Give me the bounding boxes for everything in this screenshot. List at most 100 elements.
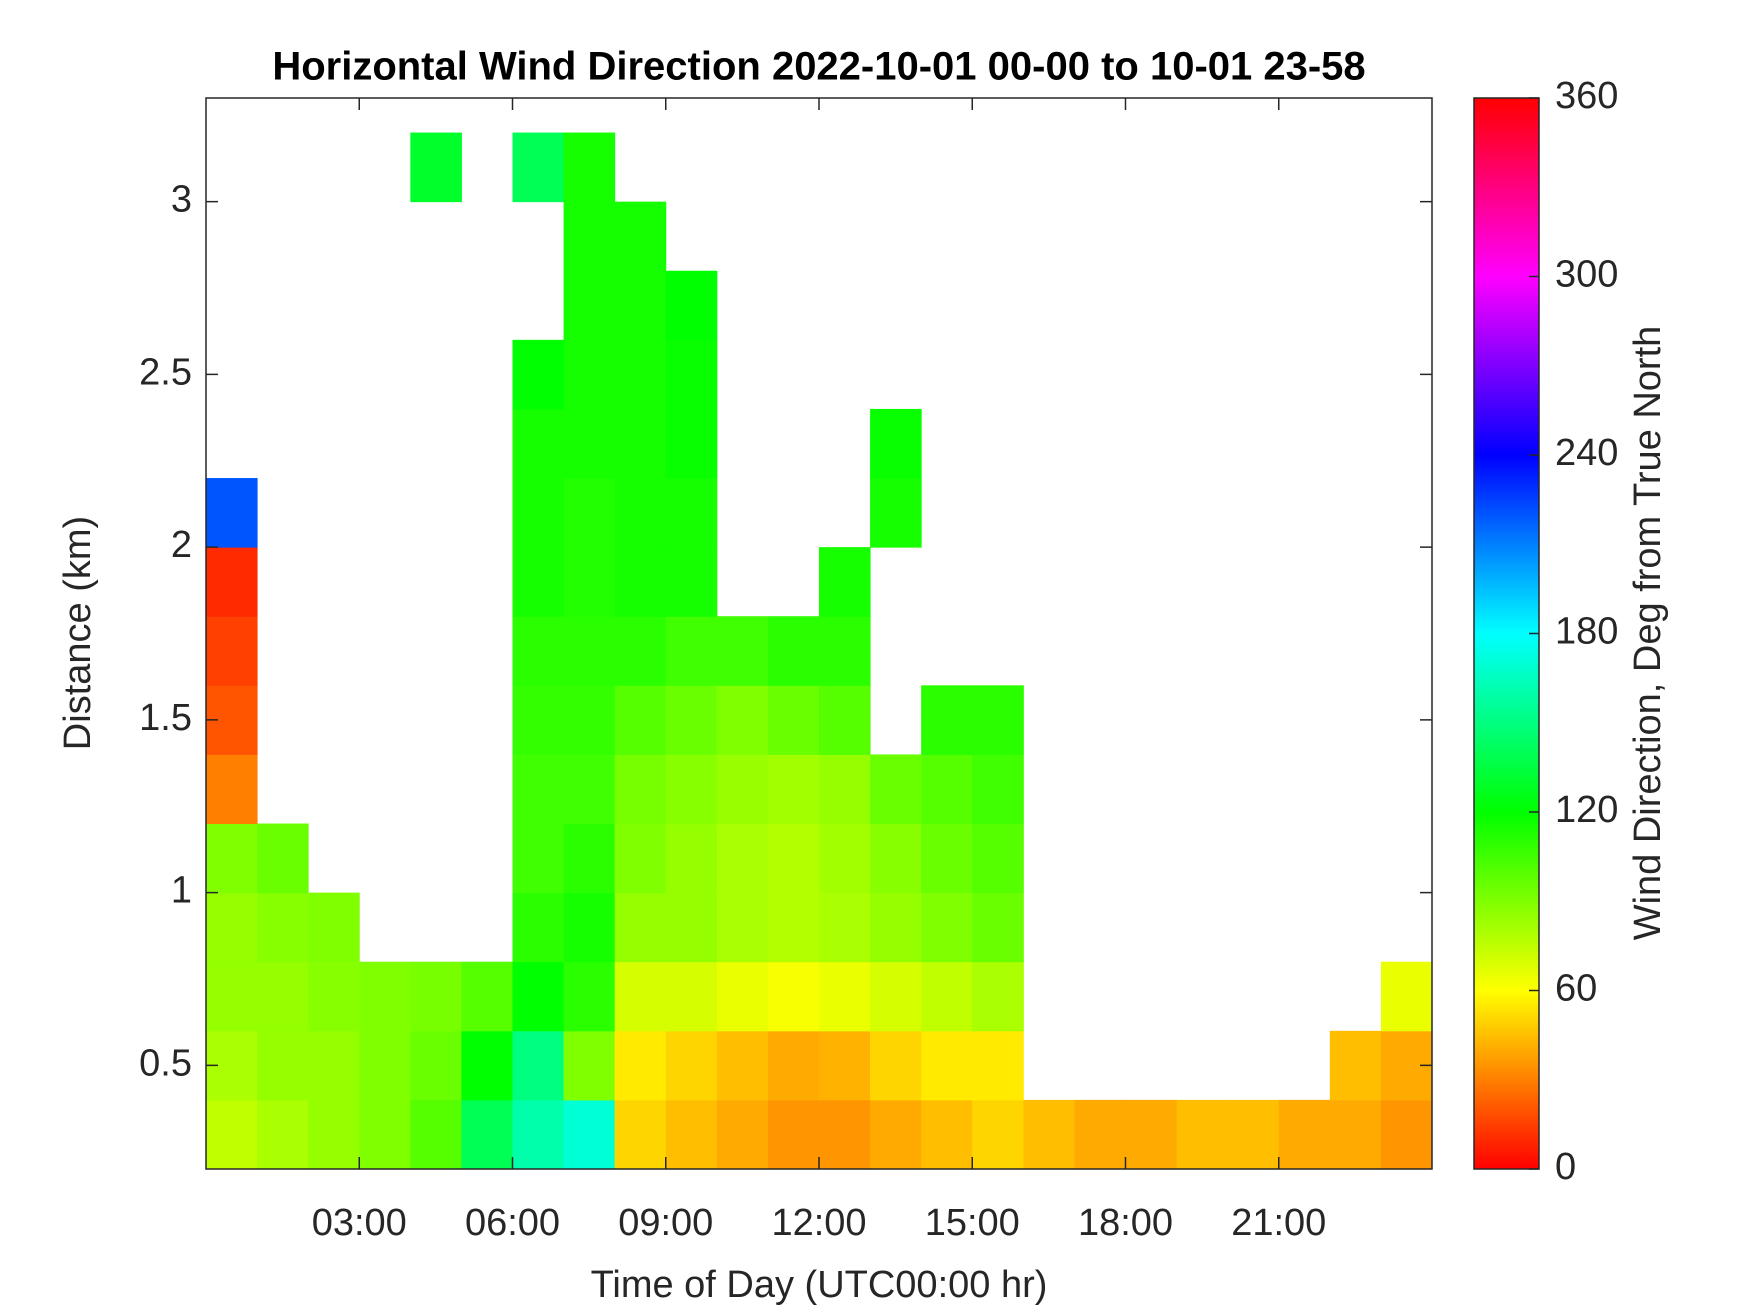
heat-cell — [716, 892, 769, 963]
heat-cell — [972, 892, 1024, 963]
heat-cell — [665, 1099, 718, 1170]
heat-cell — [665, 339, 718, 410]
heat-cell — [512, 961, 565, 1032]
heat-cell — [921, 685, 973, 755]
heat-cell — [1380, 961, 1433, 1032]
colorbar-tick-label: 0 — [1555, 1146, 1576, 1188]
heat-cell — [716, 1099, 769, 1170]
heat-cell — [819, 961, 871, 1032]
heat-cell — [716, 961, 769, 1032]
heat-cell — [767, 961, 820, 1032]
heat-cell — [972, 1030, 1024, 1101]
heat-cell — [972, 685, 1024, 755]
colorbar-tick-label: 60 — [1555, 968, 1597, 1010]
heat-cell — [921, 1030, 973, 1101]
heat-cell — [665, 547, 718, 617]
y-tick-label: 2 — [171, 524, 192, 566]
heat-cell — [206, 616, 258, 686]
heat-cell — [716, 1030, 769, 1101]
heat-cell — [716, 685, 769, 755]
heat-cell — [563, 132, 616, 203]
heat-cell — [767, 1099, 820, 1170]
heat-cell — [512, 408, 565, 479]
heat-cell — [614, 1099, 667, 1170]
heat-cell — [563, 961, 616, 1032]
heat-cell — [563, 547, 616, 617]
colorbar-tick-label: 120 — [1555, 789, 1618, 831]
heat-cell — [512, 1030, 565, 1101]
heat-cell — [512, 892, 565, 963]
heat-cell — [819, 547, 871, 617]
heat-cell — [257, 892, 309, 963]
heat-cell — [870, 754, 922, 825]
x-tick-label: 15:00 — [925, 1202, 1020, 1244]
heat-cell — [870, 408, 922, 479]
x-tick-label: 12:00 — [771, 1202, 866, 1244]
heat-cell — [512, 616, 565, 686]
heat-cell — [921, 961, 973, 1032]
heat-cell — [665, 616, 718, 686]
colorbar-label: Wind Direction, Deg from True North — [1627, 326, 1669, 941]
heat-cell — [563, 685, 616, 755]
heat-cell — [819, 823, 871, 894]
heat-cell — [870, 823, 922, 894]
heat-cell — [563, 478, 616, 548]
heat-cell — [665, 823, 718, 894]
heat-cell — [512, 754, 565, 825]
heat-cell — [461, 961, 513, 1032]
heat-cell — [461, 1099, 513, 1170]
heat-cell — [563, 339, 616, 410]
heat-cell — [767, 685, 820, 755]
heat-cell — [563, 1030, 616, 1101]
heat-cell — [614, 478, 667, 548]
heat-cell — [512, 478, 565, 548]
heat-cell — [819, 754, 871, 825]
heat-cell — [512, 547, 565, 617]
heat-cell — [767, 823, 820, 894]
heat-cell — [1380, 1099, 1433, 1170]
heat-cell — [614, 961, 667, 1032]
heat-cell — [819, 685, 871, 755]
heat-cell — [308, 1099, 360, 1170]
heat-cell — [410, 1030, 462, 1101]
x-tick-label: 18:00 — [1078, 1202, 1173, 1244]
heat-cell — [716, 823, 769, 894]
heat-cell — [308, 892, 360, 963]
heat-cell — [257, 823, 309, 894]
heat-cell — [767, 616, 820, 686]
heat-cell — [972, 823, 1024, 894]
heat-cell — [767, 1030, 820, 1101]
heat-cell — [614, 547, 667, 617]
heat-cell — [767, 754, 820, 825]
y-tick-label: 0.5 — [139, 1042, 192, 1084]
heat-cell — [716, 616, 769, 686]
colorbar-tick-label: 300 — [1555, 254, 1618, 296]
heat-cell — [1278, 1099, 1331, 1170]
heat-cell — [206, 823, 258, 894]
heat-cell — [1125, 1099, 1178, 1170]
colorbar-tick-label: 180 — [1555, 611, 1618, 653]
heat-cell — [665, 685, 718, 755]
x-tick-label: 03:00 — [312, 1202, 407, 1244]
heat-cell — [819, 892, 871, 963]
heat-cell — [308, 1030, 360, 1101]
heat-cell — [921, 754, 973, 825]
heat-cell — [1329, 1030, 1382, 1101]
heat-cell — [665, 892, 718, 963]
heat-cell — [767, 892, 820, 963]
heat-cell — [308, 961, 360, 1032]
heat-cell — [563, 892, 616, 963]
heat-cell — [716, 754, 769, 825]
heat-cell — [1227, 1099, 1280, 1170]
heat-cell — [921, 823, 973, 894]
heat-cell — [257, 1030, 309, 1101]
heat-cell — [870, 961, 922, 1032]
heat-cell — [563, 616, 616, 686]
heat-cell — [1074, 1099, 1126, 1170]
heat-cell — [614, 823, 667, 894]
heat-cell — [665, 408, 718, 479]
heat-cell — [563, 1099, 616, 1170]
heat-cell — [1176, 1099, 1229, 1170]
heat-cell — [410, 961, 462, 1032]
